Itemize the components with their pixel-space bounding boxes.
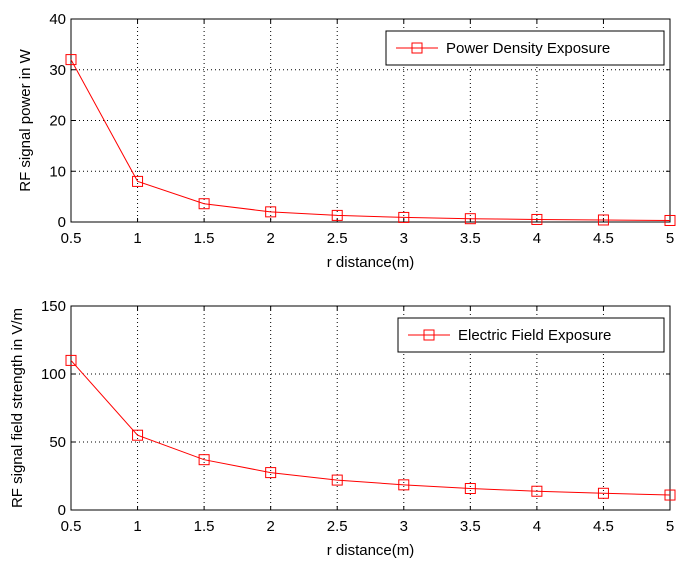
data-point: [198, 454, 210, 466]
series-line: [70, 59, 671, 221]
x-tick-label: 2: [266, 230, 274, 247]
y-tick-label: 20: [49, 113, 66, 130]
x-tick-label: 3.5: [460, 230, 481, 247]
legend-label: Electric Field Exposure: [458, 327, 611, 344]
x-tick-label: 4: [533, 518, 541, 535]
y-tick-label: 100: [41, 366, 66, 383]
y-tick-label: 0: [58, 214, 66, 231]
data-point: [398, 479, 410, 491]
y-tick-label: 0: [58, 502, 66, 519]
x-tick-label: 2.5: [327, 518, 348, 535]
y-tick-label: 40: [49, 11, 66, 28]
y-tick-label: 10: [49, 163, 66, 180]
x-tick-label: 0.5: [61, 230, 82, 247]
data-point: [198, 198, 210, 210]
x-tick-label: 3.5: [460, 518, 481, 535]
x-tick-label: 1: [133, 230, 141, 247]
y-axis-label: RF signal field strength in V/m: [9, 308, 26, 508]
legend: Power Density Exposure: [385, 30, 665, 66]
data-point: [464, 483, 476, 495]
x-tick-label: 2.5: [327, 230, 348, 247]
x-tick-label: 4.5: [593, 518, 614, 535]
x-tick-label: 1.5: [194, 518, 215, 535]
legend: Electric Field Exposure: [397, 317, 665, 353]
x-tick-label: 2: [266, 518, 274, 535]
series-1: [65, 54, 676, 226]
x-tick-label: 0.5: [61, 518, 82, 535]
x-axis-label: r distance(m): [327, 254, 415, 271]
data-point: [664, 489, 676, 501]
legend-label: Power Density Exposure: [446, 40, 610, 57]
data-point: [331, 209, 343, 221]
y-tick-label: 150: [41, 298, 66, 315]
series-line: [70, 360, 671, 496]
y-axis-label: RF signal power in W: [17, 48, 34, 191]
data-point: [132, 429, 144, 441]
data-point: [531, 213, 543, 225]
x-axis-label: r distance(m): [327, 542, 415, 559]
x-tick-label: 3: [400, 518, 408, 535]
data-point: [265, 467, 277, 479]
data-point: [531, 485, 543, 497]
x-tick-label: 4.5: [593, 230, 614, 247]
y-tick-label: 50: [49, 434, 66, 451]
data-point: [132, 175, 144, 187]
x-tick-label: 5: [666, 230, 674, 247]
data-point: [65, 54, 77, 66]
series-1: [65, 354, 676, 501]
chart-1: 0.5 1 1.5 2 2.5 3 3.5 4 4.5 5 0 10 20 30 40 r distance(…: [17, 11, 676, 271]
legend-marker: [423, 329, 435, 341]
data-point: [597, 214, 609, 226]
data-point: [265, 206, 277, 218]
data-point: [331, 474, 343, 486]
data-point: [664, 214, 676, 226]
axes-box: [70, 305, 671, 511]
y-tick-label: 30: [49, 62, 66, 79]
x-tick-label: 5: [666, 518, 674, 535]
x-tick-label: 4: [533, 230, 541, 247]
data-point: [65, 354, 77, 366]
data-point: [597, 487, 609, 499]
axes-box: [70, 18, 671, 223]
x-tick-label: 3: [400, 230, 408, 247]
data-point: [398, 211, 410, 223]
x-tick-label: 1.5: [194, 230, 215, 247]
x-tick-label: 1: [133, 518, 141, 535]
legend-marker: [411, 42, 423, 54]
data-point: [464, 213, 476, 225]
